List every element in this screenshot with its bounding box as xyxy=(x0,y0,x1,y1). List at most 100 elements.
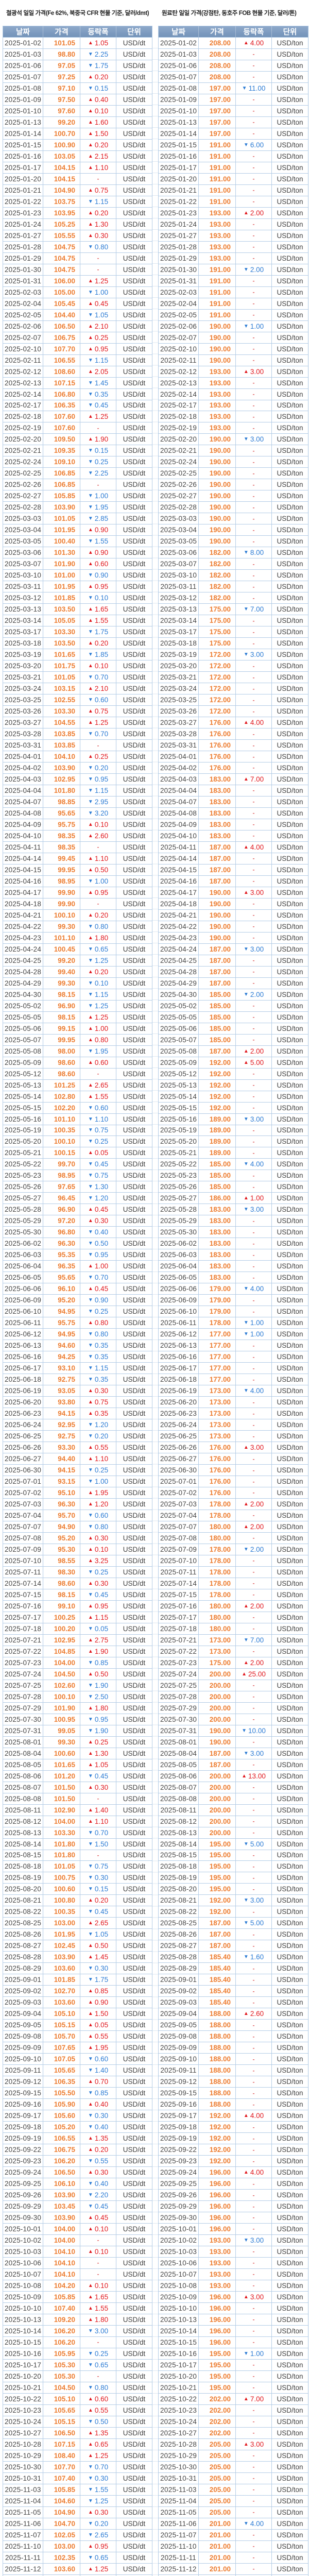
change-cell: ▼ 1.60 xyxy=(236,1952,272,1963)
date-cell: 2025-09-12 xyxy=(159,2076,199,2088)
unit-cell: USD/ton xyxy=(272,853,308,865)
down-triangle-icon: ▼ xyxy=(88,1659,93,1666)
change-cell: ▲ 1.60 xyxy=(80,116,116,128)
price-cell: 106.20 xyxy=(43,2336,80,2348)
price-cell: 193.00 xyxy=(199,366,236,378)
unit-cell: USD/ton xyxy=(272,2257,308,2269)
change-cell: ▲ 1.00 xyxy=(80,1023,116,1035)
date-cell: 2025-08-18 xyxy=(3,1861,43,1873)
change-value: 2.00 xyxy=(250,1047,264,1055)
unit-cell: USD/dt xyxy=(116,1838,152,1850)
unit-cell: USD/ton xyxy=(272,1861,308,1873)
change-value: 1.55 xyxy=(94,1092,109,1100)
price-cell: 104.10 xyxy=(43,751,80,762)
up-triangle-icon: ▲ xyxy=(88,232,93,239)
unit-cell: USD/dt xyxy=(116,2054,152,2065)
up-triangle-icon: ▲ xyxy=(243,2396,249,2402)
no-change-dash: - xyxy=(97,2236,99,2244)
date-cell: 2025-03-03 xyxy=(3,513,43,525)
down-triangle-icon: ▼ xyxy=(88,1716,93,1722)
unit-cell: USD/ton xyxy=(272,626,308,638)
no-change-dash: - xyxy=(252,1614,255,1621)
date-cell: 2025-01-15 xyxy=(159,139,199,151)
date-cell: 2025-07-11 xyxy=(159,1566,199,1578)
table-row: 2025-05-14 192.00- USD/ton xyxy=(159,1091,308,1103)
table-row: 2025-10-17 195.00- USD/ton xyxy=(159,2359,308,2371)
price-cell: 100.95 xyxy=(43,1714,80,1725)
price-cell: 99.10 xyxy=(43,1600,80,1612)
up-triangle-icon: ▲ xyxy=(243,776,249,782)
unit-cell: USD/dt xyxy=(116,60,152,72)
unit-cell: USD/ton xyxy=(272,1011,308,1023)
change-cell: ▲ 4.00 xyxy=(236,2167,272,2179)
down-triangle-icon: ▼ xyxy=(88,1433,93,1439)
change-cell: - xyxy=(236,184,272,196)
date-cell: 2025-05-14 xyxy=(3,1091,43,1103)
price-cell: 98.55 xyxy=(43,1555,80,1567)
change-value: 0.55 xyxy=(94,2157,109,2165)
table-row: 2025-10-30 205.00- USD/ton xyxy=(159,2461,308,2473)
down-triangle-icon: ▼ xyxy=(88,1841,93,1847)
date-cell: 2025-11-12 xyxy=(3,2563,43,2575)
unit-cell: USD/dt xyxy=(116,2404,152,2416)
unit-cell: USD/dt xyxy=(116,196,152,208)
price-cell: 187.00 xyxy=(199,1918,236,1929)
date-cell: 2025-10-10 xyxy=(3,2302,43,2314)
price-cell: 106.50 xyxy=(43,320,80,332)
down-triangle-icon: ▼ xyxy=(88,878,93,884)
table-row: 2025-08-15 195.00- USD/ton xyxy=(159,1850,308,1861)
table-row: 2025-03-13 175.00 ▼ 7.00 USD/ton xyxy=(159,604,308,616)
table-row: 2025-10-23 202.00- USD/ton xyxy=(159,2404,308,2416)
table-row: 2025-02-27 105.85 ▼ 1.00 USD/dt xyxy=(3,490,152,502)
change-value: 1.05 xyxy=(94,311,109,319)
up-triangle-icon: ▲ xyxy=(88,1320,93,1326)
price-cell: 95.75 xyxy=(43,1317,80,1329)
unit-cell: USD/dt xyxy=(116,2212,152,2224)
down-triangle-icon: ▼ xyxy=(88,1773,93,1779)
date-cell: 2025-04-11 xyxy=(3,841,43,853)
down-triangle-icon: ▼ xyxy=(88,1331,93,1337)
date-cell: 2025-09-11 xyxy=(159,2065,199,2077)
date-cell: 2025-08-12 xyxy=(159,1816,199,1827)
change-value: 0.30 xyxy=(94,1874,109,1882)
unit-cell: USD/ton xyxy=(272,2314,308,2326)
change-value: 3.00 xyxy=(250,2293,264,2301)
date-cell: 2025-09-18 xyxy=(159,2122,199,2133)
up-triangle-icon: ▲ xyxy=(88,334,93,341)
unit-cell: USD/dt xyxy=(116,1578,152,1589)
unit-cell: USD/dt xyxy=(116,1181,152,1193)
date-cell: 2025-05-12 xyxy=(3,1068,43,1080)
date-cell: 2025-06-19 xyxy=(159,1385,199,1397)
down-triangle-icon: ▼ xyxy=(88,1195,93,1201)
date-cell: 2025-05-28 xyxy=(159,1204,199,1216)
table-row: 2025-09-24 106.50 ▲ 0.30 USD/dt xyxy=(3,2167,152,2179)
change-cell: ▲ 1.55 xyxy=(80,2302,116,2314)
unit-cell: USD/dt xyxy=(116,320,152,332)
change-value: 1.05 xyxy=(94,1930,109,1939)
price-cell: 173.00 xyxy=(199,1408,236,1420)
down-triangle-icon: ▼ xyxy=(243,1750,249,1756)
change-cell: - xyxy=(236,2257,272,2269)
change-cell: ▼ 0.35 xyxy=(80,388,116,400)
unit-cell: USD/dt xyxy=(116,241,152,253)
price-cell: 98.15 xyxy=(43,1589,80,1601)
unit-cell: USD/dt xyxy=(116,1498,152,1510)
unit-cell: USD/ton xyxy=(272,434,308,446)
up-triangle-icon: ▲ xyxy=(88,2452,93,2459)
price-cell: 180.00 xyxy=(199,1532,236,1544)
date-cell: 2025-08-29 xyxy=(159,1963,199,1975)
change-cell: - xyxy=(236,1793,272,1805)
date-cell: 2025-08-21 xyxy=(3,1895,43,1907)
date-cell: 2025-02-27 xyxy=(3,490,43,502)
change-value: 2.60 xyxy=(94,832,109,840)
up-triangle-icon: ▲ xyxy=(88,1456,93,1462)
change-value: 3.25 xyxy=(94,1556,109,1565)
unit-cell: USD/dt xyxy=(116,853,152,865)
change-cell: ▲ 0.30 xyxy=(80,1578,116,1589)
table-row: 2025-09-09 107.65 ▲ 1.95 USD/dt xyxy=(3,2042,152,2054)
change-cell: ▼ 0.30 xyxy=(80,1872,116,1884)
unit-cell: USD/ton xyxy=(272,1408,308,1420)
table-row: 2025-02-04 191.00- USD/ton xyxy=(159,298,308,310)
table-row: 2025-07-10 178.00- USD/ton xyxy=(159,1555,308,1567)
